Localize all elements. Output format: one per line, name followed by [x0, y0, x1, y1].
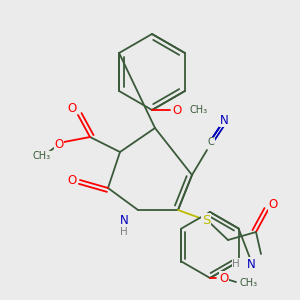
Text: CH₃: CH₃	[239, 278, 257, 288]
Text: N: N	[120, 214, 128, 226]
Text: O: O	[219, 272, 229, 284]
Text: O: O	[54, 137, 64, 151]
Text: C: C	[208, 137, 214, 147]
Text: N: N	[220, 113, 228, 127]
Text: CH₃: CH₃	[190, 105, 208, 115]
Text: H: H	[120, 227, 128, 237]
Text: O: O	[68, 173, 76, 187]
Text: N: N	[247, 257, 255, 271]
Text: O: O	[172, 103, 182, 116]
Text: O: O	[68, 103, 76, 116]
Text: S: S	[202, 214, 210, 226]
Text: CH₃: CH₃	[33, 151, 51, 161]
Text: O: O	[268, 199, 278, 212]
Text: H: H	[232, 259, 240, 269]
